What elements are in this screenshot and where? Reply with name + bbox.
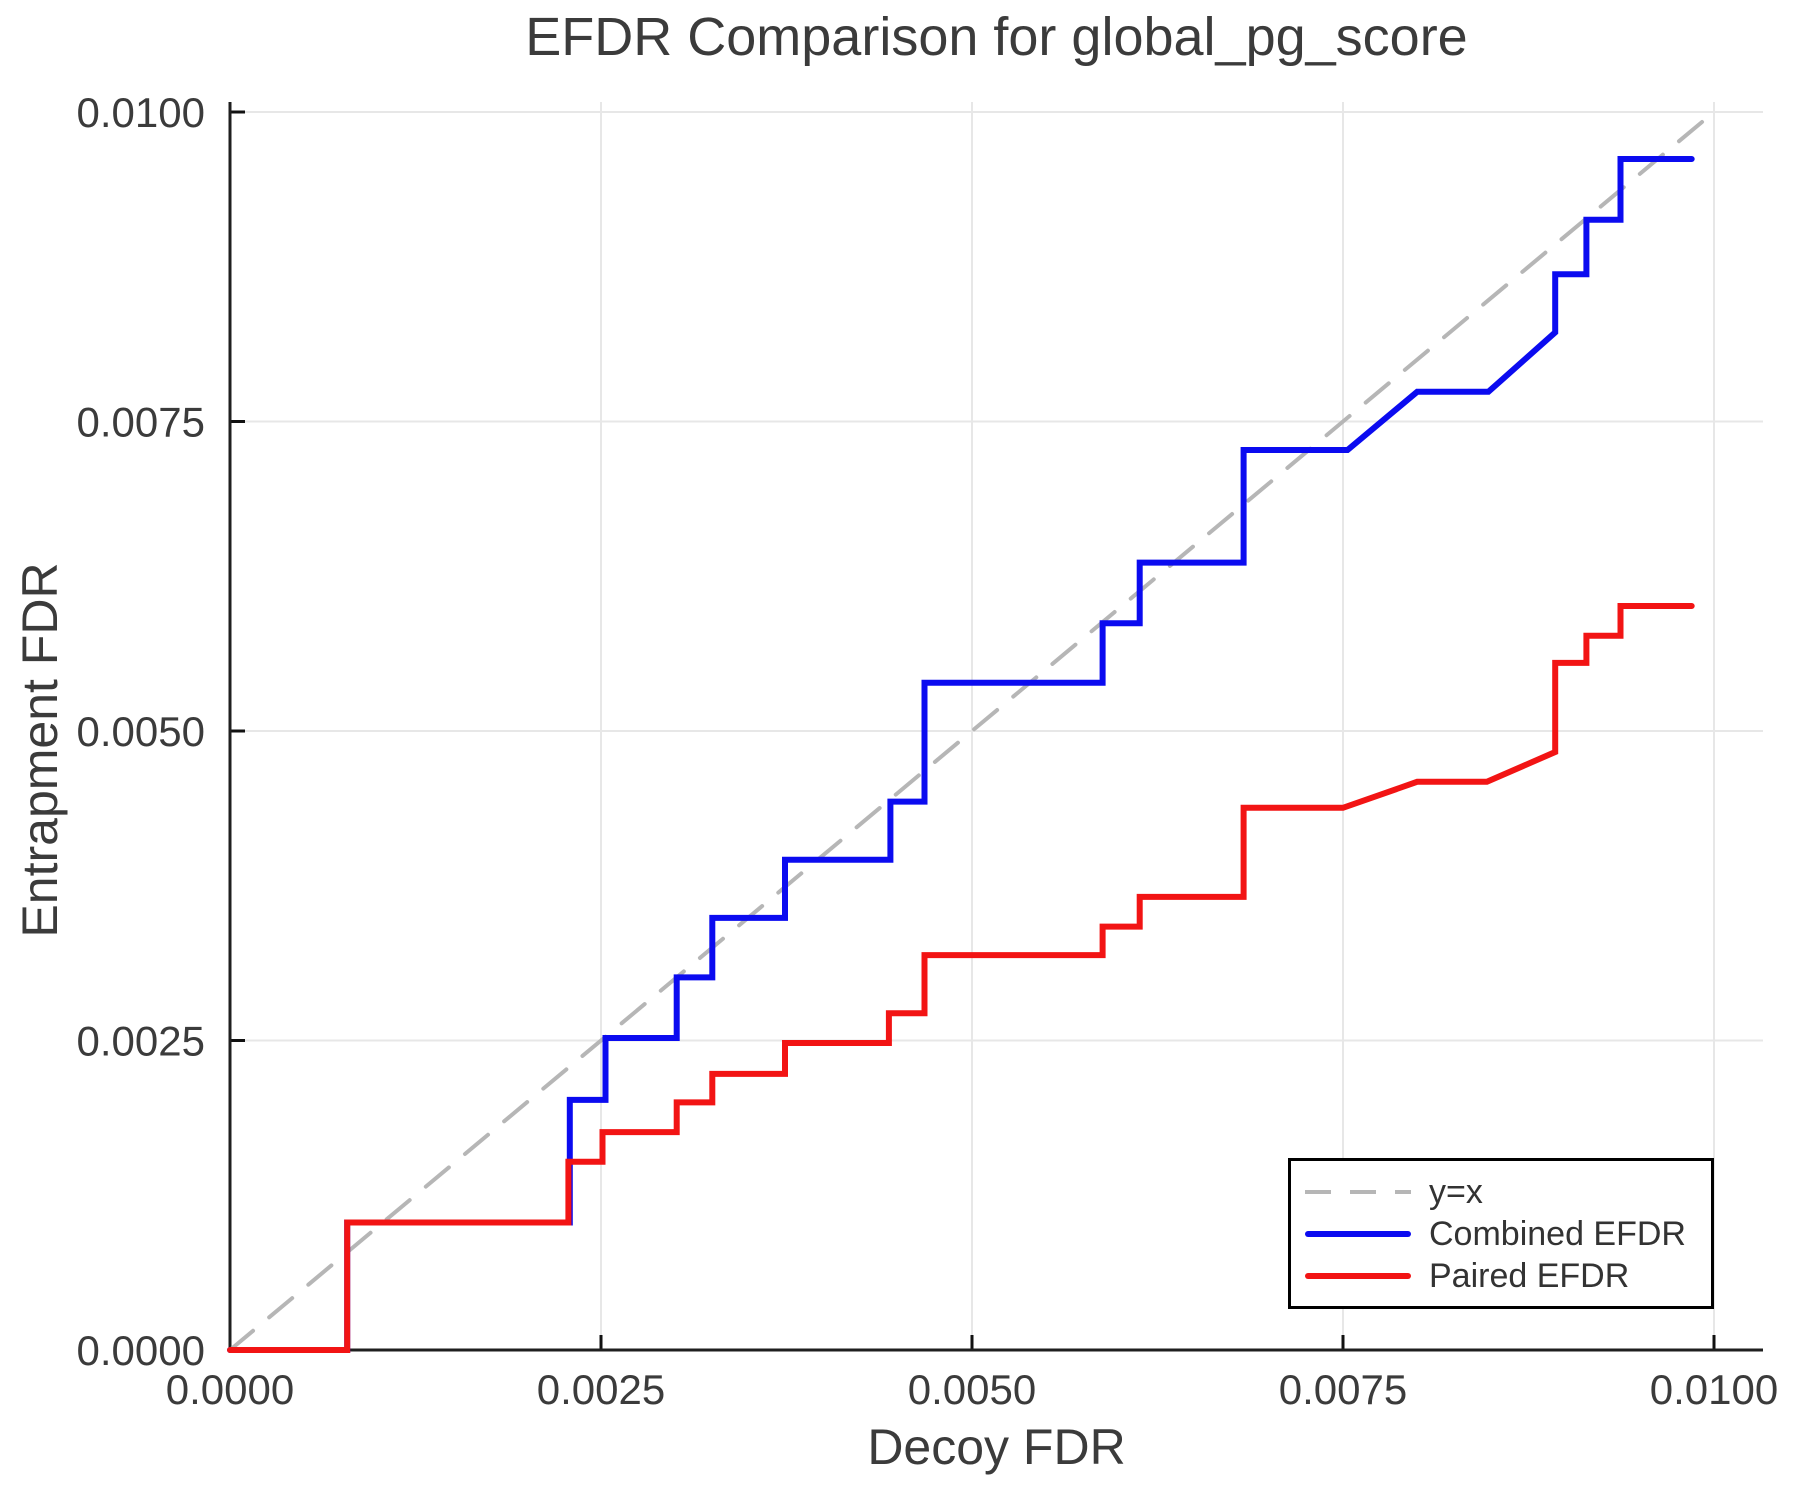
x-axis-label: Decoy FDR (867, 1419, 1126, 1475)
y-tick-label: 0.0050 (77, 708, 205, 755)
y-tick-label: 0.0100 (77, 89, 205, 136)
y-tick-label: 0.0025 (77, 1018, 205, 1065)
series-line-paired-efdr (227, 603, 1695, 1353)
y-axis-label: Entrapment FDR (12, 562, 68, 938)
legend-blue-line-sample (1305, 1230, 1411, 1237)
legend-item-yx: y=x (1305, 1173, 1711, 1210)
x-tick-label: 0.0100 (1650, 1366, 1778, 1413)
y-tick-label: 0.0000 (77, 1327, 205, 1374)
x-tick-label: 0.0075 (1279, 1366, 1407, 1413)
legend-item-paired-efdr: Paired EFDR (1305, 1257, 1711, 1294)
chart-title: EFDR Comparison for global_pg_score (525, 7, 1468, 67)
legend-dashed-line-sample (1305, 1189, 1411, 1194)
series-line-combined-efdr (227, 156, 1695, 1353)
legend-label-combined-efdr: Combined EFDR (1429, 1214, 1686, 1253)
x-tick-label: 0.0050 (908, 1366, 1036, 1413)
legend-label-paired-efdr: Paired EFDR (1429, 1256, 1630, 1295)
legend: y=x Combined EFDR Paired EFDR (1288, 1158, 1714, 1309)
legend-item-combined-efdr: Combined EFDR (1305, 1215, 1711, 1252)
y-tick-label: 0.0075 (77, 399, 205, 446)
x-tick-label: 0.0000 (166, 1366, 294, 1413)
legend-label-yx: y=x (1429, 1172, 1483, 1211)
x-tick-label: 0.0025 (537, 1366, 665, 1413)
reference-line-y-equals-x (228, 110, 1716, 1352)
legend-red-line-sample (1305, 1272, 1411, 1279)
